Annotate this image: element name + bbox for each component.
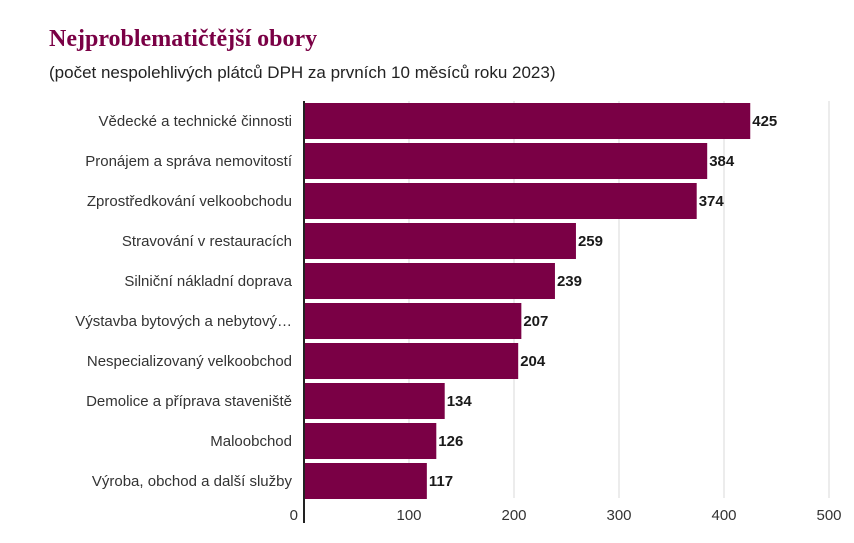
- category-label: Zprostředkování velkoobchodu: [87, 193, 292, 210]
- x-tick-label: 500: [816, 507, 841, 524]
- bar: [304, 263, 555, 299]
- x-tick-label: 300: [606, 507, 631, 524]
- chart-subtitle: (počet nespolehlivých plátců DPH za prvn…: [49, 63, 556, 82]
- category-label: Maloobchod: [210, 433, 292, 450]
- bar: [304, 223, 576, 259]
- chart-title: Nejproblematičtější obory: [49, 26, 318, 52]
- category-label: Silniční nákladní doprava: [124, 273, 292, 290]
- bar: [304, 343, 519, 379]
- value-label: 134: [447, 393, 473, 410]
- category-label: Výroba, obchod a další služby: [92, 473, 293, 490]
- category-label: Vědecké a technické činnosti: [99, 113, 292, 130]
- value-label: 384: [709, 153, 735, 170]
- bar: [304, 463, 427, 499]
- bar: [304, 183, 697, 219]
- value-label: 374: [699, 193, 725, 210]
- value-label: 239: [557, 273, 582, 290]
- value-label: 117: [429, 473, 453, 490]
- value-label: 425: [752, 113, 777, 130]
- x-tick-label: 0: [290, 507, 298, 524]
- bar: [304, 423, 437, 459]
- category-label: Výstavba bytových a nebytový…: [75, 313, 292, 330]
- value-label: 126: [438, 433, 463, 450]
- x-tick-label: 200: [501, 507, 526, 524]
- value-label: 207: [523, 313, 548, 330]
- bar: [304, 303, 522, 339]
- x-tick-label: 400: [711, 507, 736, 524]
- x-tick-label: 100: [396, 507, 421, 524]
- bar: [304, 143, 708, 179]
- value-label: 259: [578, 233, 603, 250]
- value-label: 204: [520, 353, 546, 370]
- category-label: Stravování v restauracích: [122, 233, 292, 250]
- category-label: Demolice a příprava staveniště: [86, 393, 292, 410]
- bar: [304, 383, 445, 419]
- bar: [304, 103, 751, 139]
- category-label: Nespecializovaný velkoobchod: [87, 353, 292, 370]
- category-label: Pronájem a správa nemovitostí: [85, 153, 293, 170]
